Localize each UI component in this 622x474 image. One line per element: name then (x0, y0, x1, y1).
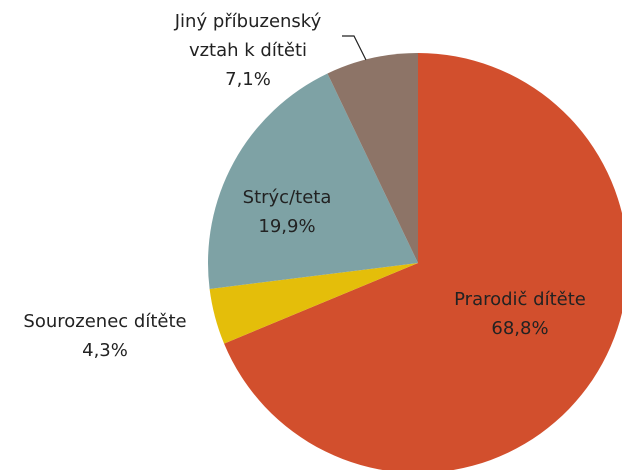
slice-value-label: 19,9% (258, 216, 315, 237)
slice-value-label: 4,3% (82, 340, 128, 361)
slice-value-label: 7,1% (225, 69, 271, 90)
pie-slice (327, 53, 418, 263)
pie-slice (209, 263, 418, 344)
slice-value-label: 68,8% (491, 318, 548, 339)
slice-label: Strýc/teta (243, 187, 332, 208)
leader-line (342, 35, 367, 61)
slice-label: Sourozenec dítěte (23, 311, 186, 332)
slice-label: Jiný příbuzenský vztah k dítěti (174, 11, 322, 61)
pie-slice (224, 53, 622, 473)
slice-label: Prarodič dítěte (454, 289, 586, 310)
pie-slice (208, 73, 418, 289)
